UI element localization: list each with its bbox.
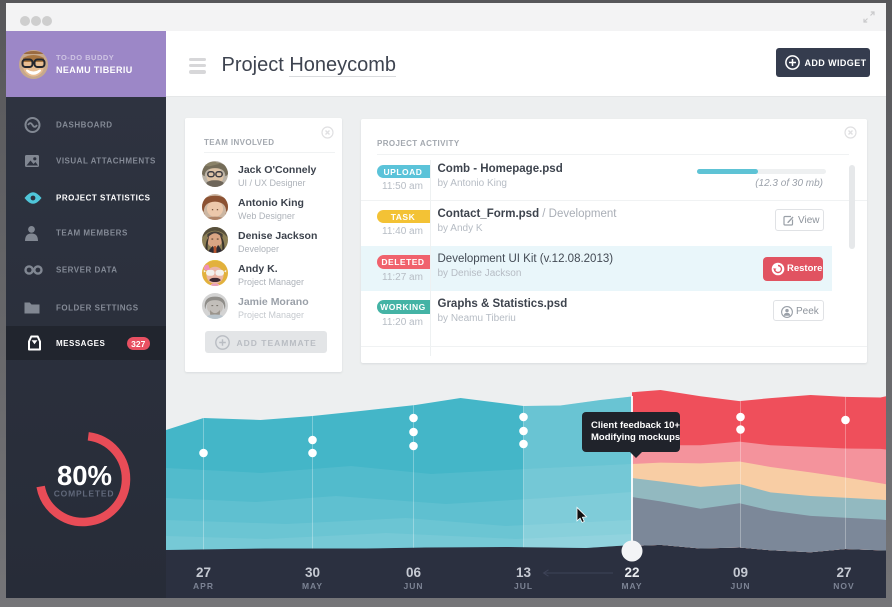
svg-text:13: 13 xyxy=(515,565,531,580)
svg-text:27: 27 xyxy=(195,565,210,580)
svg-text:MAY: MAY xyxy=(621,581,642,591)
svg-text:JUN: JUN xyxy=(403,581,423,591)
svg-text:MAY: MAY xyxy=(301,581,322,591)
svg-text:APR: APR xyxy=(193,581,214,591)
svg-text:COMPLETED: COMPLETED xyxy=(54,488,115,498)
svg-text:27: 27 xyxy=(836,565,851,580)
svg-text:NOV: NOV xyxy=(833,581,854,591)
svg-text:30: 30 xyxy=(304,565,319,580)
svg-text:22: 22 xyxy=(624,565,639,580)
svg-text:JUL: JUL xyxy=(513,581,532,591)
svg-text:06: 06 xyxy=(405,565,421,580)
svg-text:09: 09 xyxy=(732,565,747,580)
svg-text:JUN: JUN xyxy=(730,581,750,591)
svg-text:80%: 80% xyxy=(57,460,112,491)
